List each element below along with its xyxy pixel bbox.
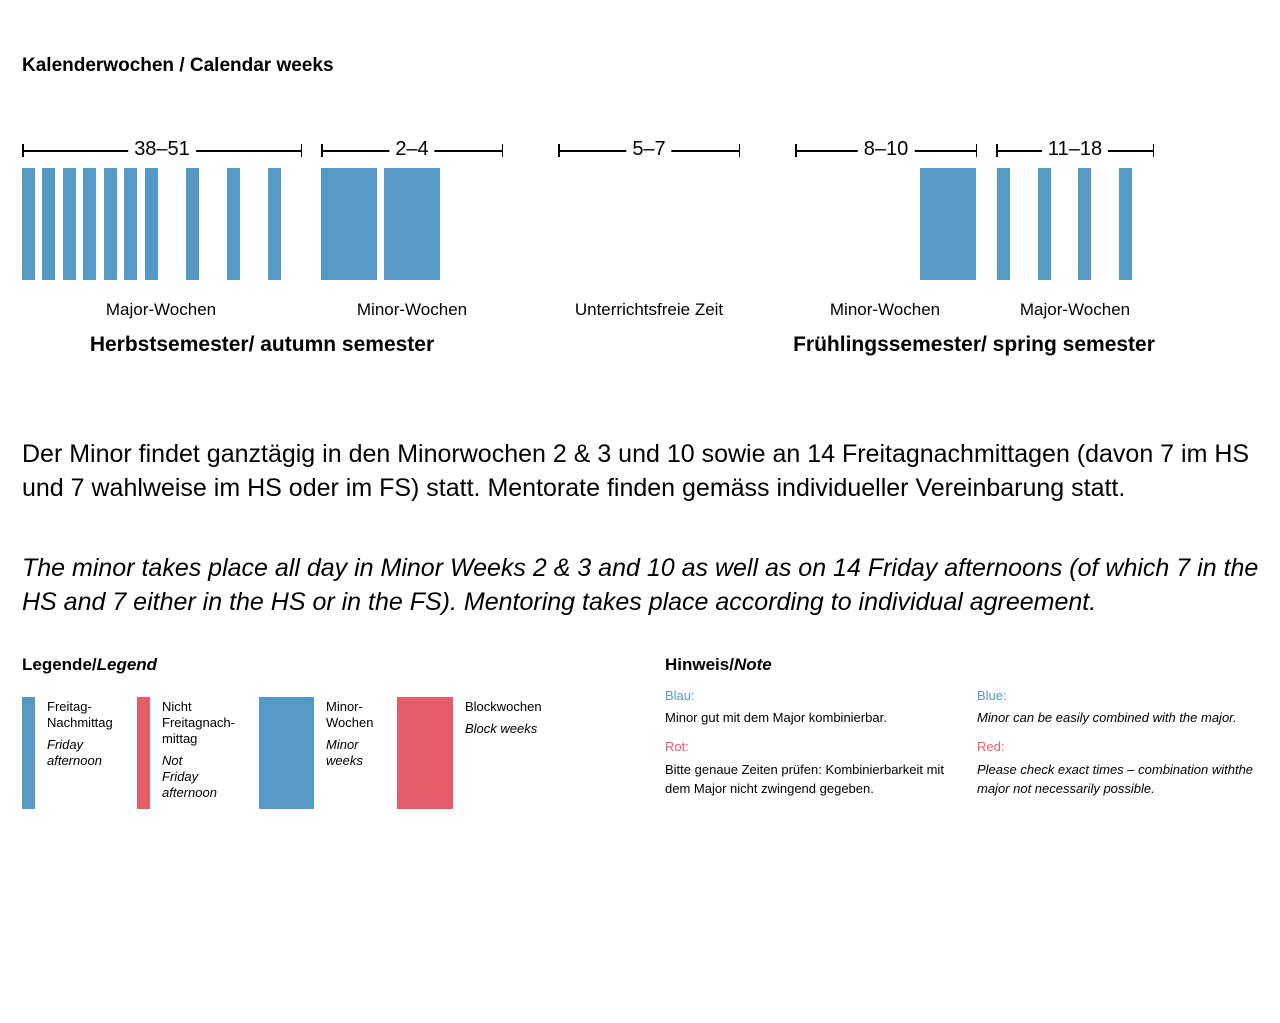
week-bar bbox=[186, 168, 199, 280]
week-range-bracket: 38–51 bbox=[22, 138, 302, 161]
legend-swatch-block-weeks bbox=[397, 697, 453, 809]
week-range-bracket: 11–18 bbox=[996, 138, 1154, 161]
week-bar bbox=[997, 168, 1010, 280]
note-red-label-de: Rot: bbox=[665, 739, 689, 754]
week-bar bbox=[145, 168, 158, 280]
description-english: The minor takes place all day in Minor W… bbox=[22, 554, 1259, 616]
week-range-label: 5–7 bbox=[626, 138, 672, 161]
segment-label: Unterrichtsfreie Zeit bbox=[574, 300, 724, 319]
note-red-text-de: Bitte genaue Zeiten prüfen: Kombinierbar… bbox=[665, 762, 944, 796]
week-bar bbox=[321, 168, 377, 280]
legend-label-en: Not Friday afternoon bbox=[162, 753, 217, 800]
note-blue-label-de: Blau: bbox=[665, 688, 695, 703]
week-bar bbox=[920, 168, 976, 280]
legend-heading: Legende/Legend bbox=[22, 655, 158, 674]
legend-swatch-minor-weeks bbox=[259, 697, 314, 809]
week-bar bbox=[1078, 168, 1091, 280]
legend-item-minor-weeks: Minor- Wochen Minor weeks bbox=[326, 699, 373, 769]
legend-label-en: Friday afternoon bbox=[47, 737, 102, 768]
segment-label: Minor-Wochen bbox=[356, 300, 468, 319]
week-range-bracket: 2–4 bbox=[321, 138, 503, 161]
bracket-cap bbox=[738, 144, 740, 157]
semester-label: Herbstsemester/ autumn semester bbox=[89, 333, 435, 356]
note-red-label-en: Red: bbox=[977, 739, 1005, 754]
segment-label: Major-Wochen bbox=[1019, 300, 1131, 319]
week-range-label: 8–10 bbox=[857, 138, 915, 161]
legend-swatch-friday-afternoon bbox=[22, 697, 35, 809]
bracket-cap bbox=[996, 144, 998, 157]
week-range-label: 38–51 bbox=[128, 138, 196, 161]
note-blue-label-en: Blue: bbox=[977, 688, 1007, 703]
semester-label: Frühlingssemester/ spring semester bbox=[793, 333, 1155, 356]
legend-item-block-weeks: Blockwochen Block weeks bbox=[465, 699, 542, 737]
bracket-cap bbox=[975, 144, 977, 157]
week-bar bbox=[384, 168, 440, 280]
description-german: Der Minor findet ganztägig in den Minorw… bbox=[22, 440, 1250, 502]
legend-label-de: Freitag- Nachmittag bbox=[47, 699, 113, 730]
note-blue-text-de: Minor gut mit dem Major kombinierbar. bbox=[665, 710, 887, 725]
bracket-cap bbox=[321, 144, 323, 157]
note-red-text-en: Please check exact times – combination w… bbox=[977, 762, 1254, 796]
note-heading: Hinweis/Note bbox=[665, 655, 772, 674]
week-bar bbox=[104, 168, 117, 280]
segment-label: Major-Wochen bbox=[105, 300, 217, 319]
bracket-cap bbox=[501, 144, 503, 157]
week-range-label: 2–4 bbox=[389, 138, 435, 161]
bracket-cap bbox=[558, 144, 560, 157]
segment-label: Minor-Wochen bbox=[829, 300, 941, 319]
week-range-bracket: 5–7 bbox=[558, 138, 740, 161]
bracket-cap bbox=[1152, 144, 1154, 157]
week-bar bbox=[268, 168, 281, 280]
note-blue-text-en: Minor can be easily combined with the ma… bbox=[977, 710, 1237, 725]
legend-item-friday-afternoon: Freitag- Nachmittag Friday afternoon bbox=[47, 699, 113, 769]
legend-label-en: Block weeks bbox=[465, 721, 538, 736]
legend-label-de: Minor- Wochen bbox=[326, 699, 374, 730]
week-range-label: 11–18 bbox=[1041, 138, 1109, 161]
week-bar bbox=[1119, 168, 1132, 280]
week-bar bbox=[42, 168, 55, 280]
week-bar bbox=[227, 168, 240, 280]
week-bar bbox=[1038, 168, 1051, 280]
week-bar bbox=[124, 168, 137, 280]
week-bar bbox=[63, 168, 76, 280]
legend-label-en: Minor weeks bbox=[326, 737, 363, 768]
bracket-cap bbox=[22, 144, 24, 157]
legend-item-not-friday-afternoon: Nicht Freitagnach- mittag Not Friday aft… bbox=[162, 699, 235, 801]
week-bar bbox=[83, 168, 96, 280]
week-bar bbox=[22, 168, 35, 280]
bracket-cap bbox=[795, 144, 797, 157]
week-range-bracket: 8–10 bbox=[795, 138, 977, 161]
bracket-cap bbox=[300, 144, 302, 157]
page-title: Kalenderwochen / Calendar weeks bbox=[22, 55, 334, 76]
legend-swatch-not-friday-afternoon bbox=[137, 697, 150, 809]
legend-label-de: Nicht Freitagnach- mittag bbox=[162, 699, 235, 746]
legend-label-de: Blockwochen bbox=[465, 699, 542, 714]
